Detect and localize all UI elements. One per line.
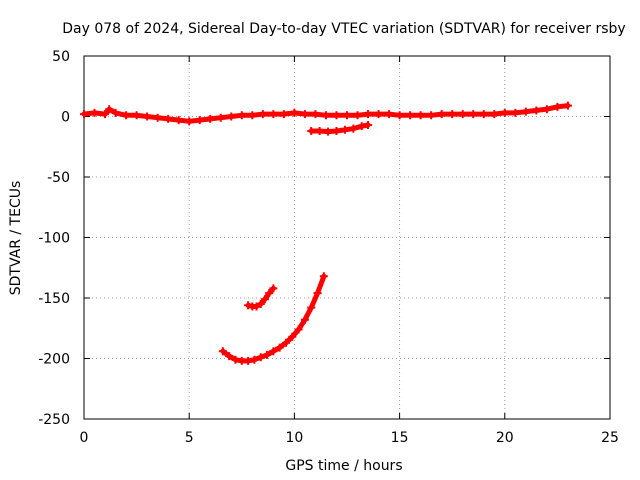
data-point	[244, 356, 253, 365]
data-point	[406, 111, 415, 120]
x-tick-label: 0	[80, 430, 89, 446]
data-point	[511, 108, 520, 117]
data-point	[300, 110, 309, 119]
data-point	[105, 105, 114, 114]
data-point	[250, 355, 259, 364]
data-point	[307, 303, 316, 312]
axis-ticks	[83, 55, 611, 420]
data-point	[357, 122, 366, 131]
data-point	[231, 355, 240, 364]
data-point	[237, 111, 246, 120]
data-point	[218, 347, 227, 356]
data-point	[340, 125, 349, 134]
data-point	[332, 127, 341, 136]
data-point	[265, 289, 274, 298]
data-point	[281, 338, 290, 347]
y-axis-label: SDTVAR / TECUs	[8, 181, 24, 296]
data-point	[174, 116, 183, 125]
data-point	[563, 101, 572, 110]
data-point	[313, 289, 322, 298]
data-point	[437, 110, 446, 119]
y-tick-label: -250	[38, 412, 70, 428]
data-point	[500, 108, 509, 117]
data-point	[244, 301, 253, 310]
data-point	[319, 272, 328, 281]
data-point	[269, 110, 278, 119]
data-point	[469, 110, 478, 119]
data-point	[288, 332, 297, 341]
data-point	[532, 106, 541, 115]
y-tick-label: 0	[61, 110, 70, 126]
data-point	[294, 325, 303, 334]
data-point	[385, 110, 394, 119]
data-point	[353, 111, 362, 120]
data-point	[256, 353, 265, 362]
data-point	[225, 352, 234, 361]
x-tick-label: 15	[391, 430, 409, 446]
data-point	[307, 127, 316, 136]
data-point	[80, 110, 88, 119]
data-point	[206, 114, 215, 123]
data-point	[256, 300, 265, 309]
x-axis-label: GPS time / hours	[285, 458, 402, 474]
data-point	[263, 350, 272, 359]
y-tick-label: -100	[38, 231, 70, 247]
data-point	[260, 295, 269, 304]
data-point	[364, 120, 373, 129]
x-tick-label: 5	[185, 430, 194, 446]
data-point	[364, 110, 373, 119]
chart-title: Day 078 of 2024, Sidereal Day-to-day VTE…	[62, 21, 625, 37]
data-point	[195, 116, 204, 125]
data-point	[252, 302, 261, 311]
data-point	[311, 110, 320, 119]
y-tick-label: -50	[47, 170, 70, 186]
data-point	[332, 111, 341, 120]
data-point	[258, 110, 267, 119]
data-point	[416, 111, 425, 120]
data-point	[553, 102, 562, 111]
data-point	[101, 110, 110, 119]
data-point	[321, 111, 330, 120]
data-point	[324, 127, 333, 136]
data-point	[458, 110, 467, 119]
data-point	[315, 127, 324, 136]
data-point	[269, 284, 278, 293]
x-tick-label: 20	[496, 430, 514, 446]
data-point	[111, 108, 120, 117]
y-tick-label: -200	[38, 352, 70, 368]
data-point	[448, 110, 457, 119]
data-point	[479, 110, 488, 119]
data-point	[521, 107, 530, 116]
data-point	[248, 111, 257, 120]
data-point	[542, 105, 551, 114]
y-tick-label: 50	[52, 49, 70, 65]
data-point	[349, 124, 358, 133]
data-point	[343, 111, 351, 120]
y-tick-labels: -250 -200 -150 -100 -50 0 50	[38, 49, 70, 428]
data-point	[90, 108, 99, 117]
data-point	[143, 112, 152, 121]
y-tick-label: -150	[38, 291, 70, 307]
data-point	[300, 315, 309, 324]
data-point	[490, 110, 499, 119]
data-point	[269, 347, 278, 356]
x-tick-label: 10	[285, 430, 303, 446]
data-point	[216, 113, 225, 122]
data-point	[122, 111, 131, 120]
data-point	[132, 111, 141, 120]
data-point	[374, 110, 383, 119]
x-tick-labels: 0 5 10 15 20 25	[80, 430, 619, 446]
data-point	[153, 113, 162, 122]
x-tick-label: 25	[601, 430, 619, 446]
data-point	[275, 343, 284, 352]
data-point	[227, 112, 236, 121]
data-series	[80, 101, 572, 365]
data-point	[164, 114, 173, 123]
data-point	[185, 117, 194, 126]
data-point	[279, 110, 288, 119]
data-point	[395, 111, 404, 120]
data-point	[290, 108, 299, 117]
data-point	[427, 111, 436, 120]
